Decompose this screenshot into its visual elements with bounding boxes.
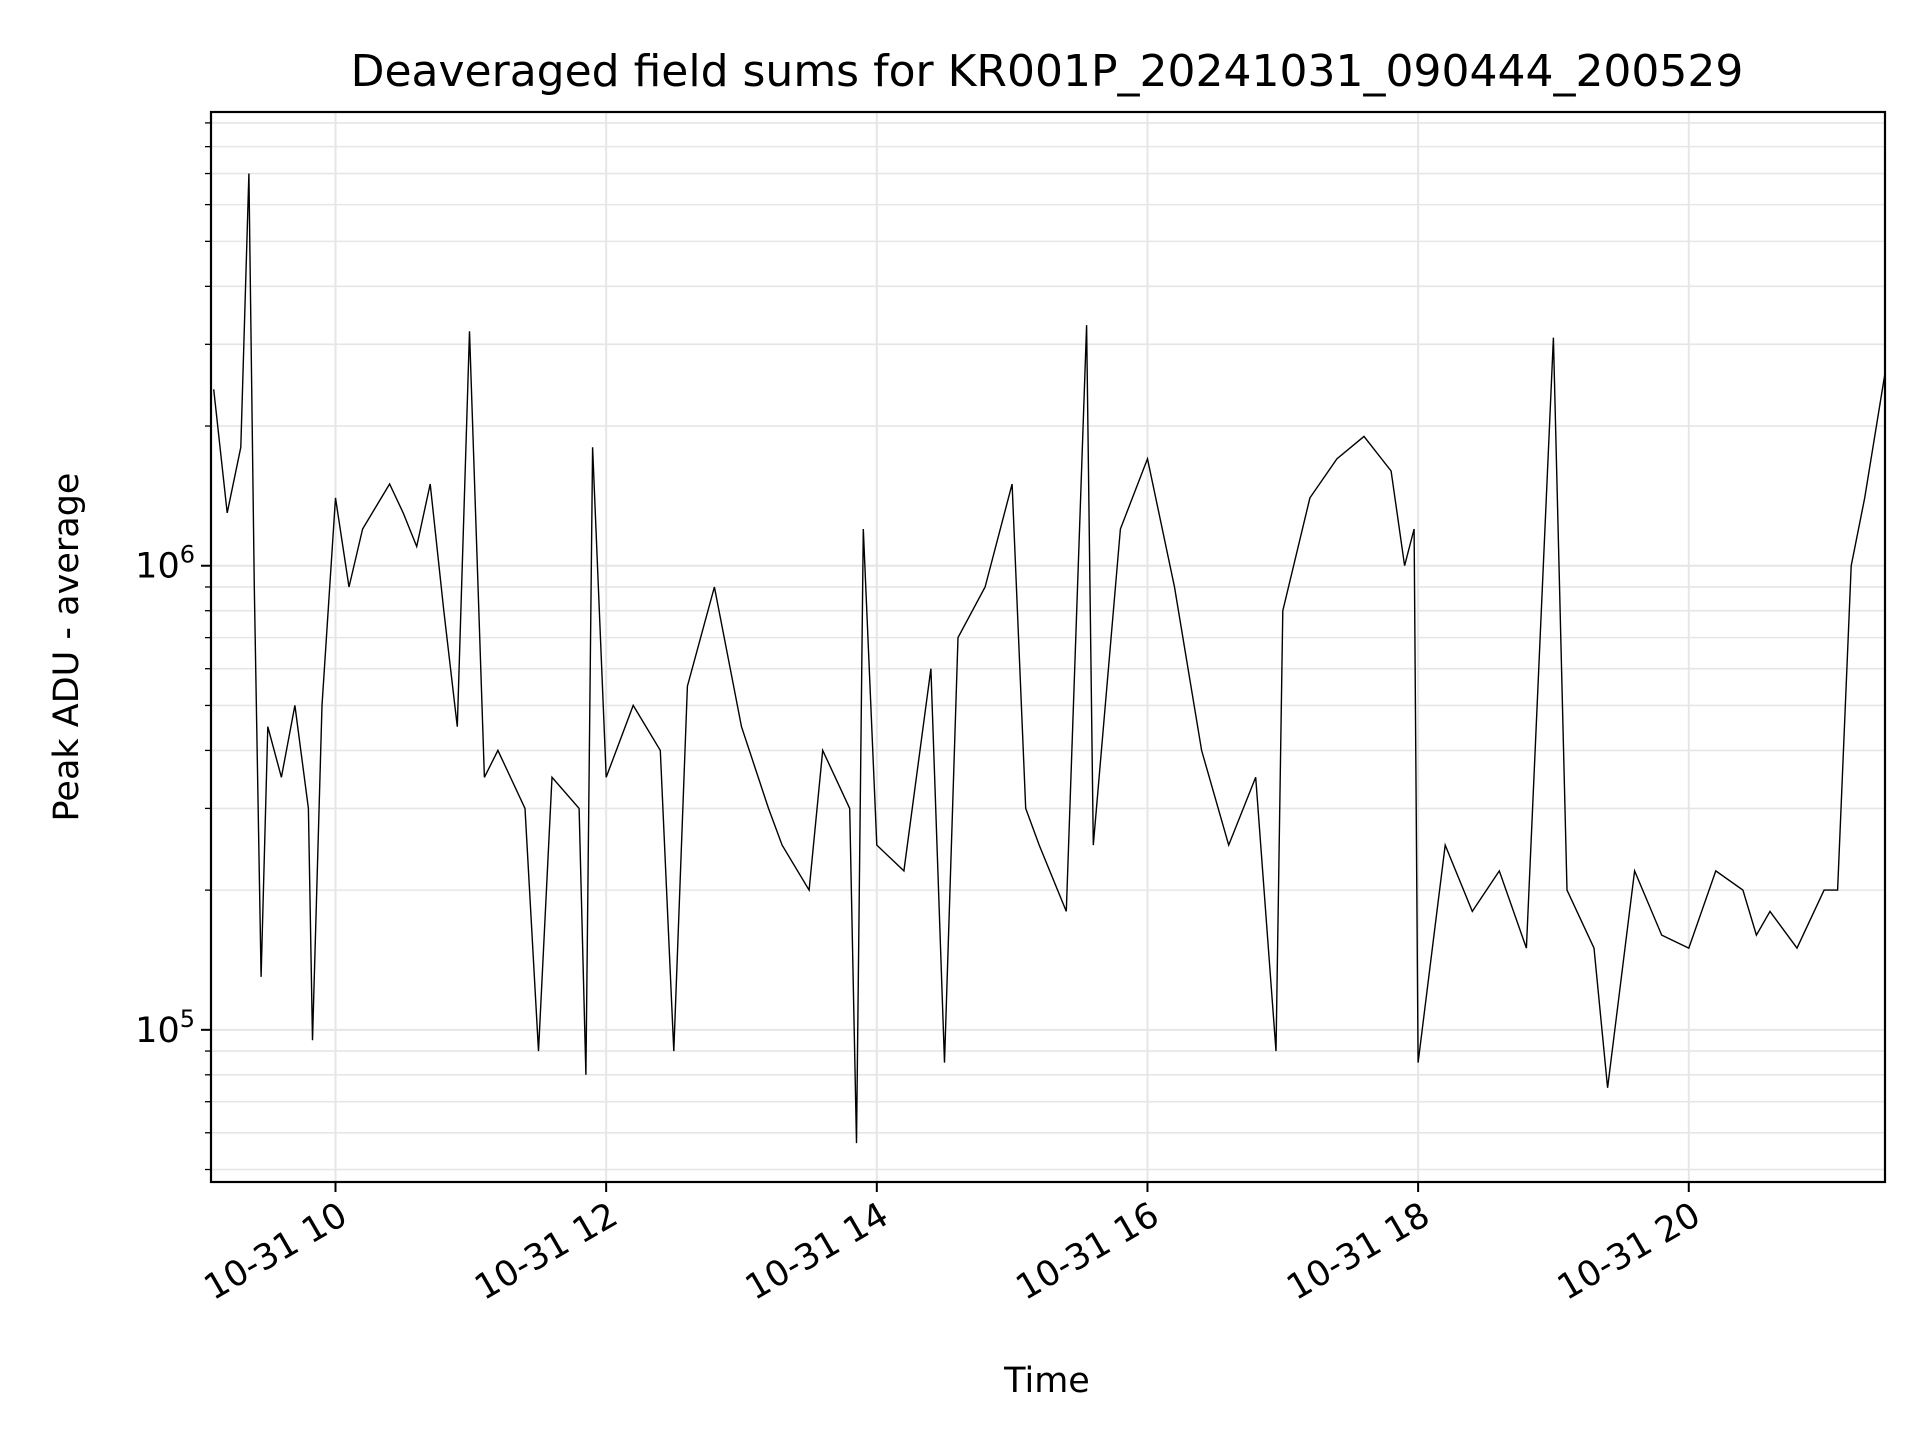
plot-area: [213, 173, 1886, 1144]
y-axis-label: Peak ADU - average: [47, 473, 87, 822]
x-axis: 10-31 10 10-31 12 10-31 14 10-31 16 10-31 18…: [198, 1182, 1707, 1308]
chart-title: Deaveraged field sums for KR001P_2024103…: [351, 46, 1744, 97]
grid: [211, 112, 1885, 1182]
axes-frame: [209, 110, 1887, 1184]
x-tick-label: 10-31 10: [198, 1195, 354, 1308]
x-tick-label: 10-31 20: [1551, 1195, 1707, 1308]
x-tick-label: 10-31 18: [1280, 1195, 1436, 1308]
y-tick-label: 105: [135, 1005, 195, 1051]
x-tick-label: 10-31 12: [468, 1195, 624, 1308]
series-line-0: [213, 173, 1886, 1144]
y-tick-label: 106: [135, 541, 195, 587]
x-axis-label: Time: [1003, 1361, 1090, 1401]
y-axis: 105 106: [135, 122, 211, 1171]
x-tick-label: 10-31 14: [739, 1195, 895, 1308]
x-tick-label: 10-31 16: [1010, 1195, 1166, 1308]
